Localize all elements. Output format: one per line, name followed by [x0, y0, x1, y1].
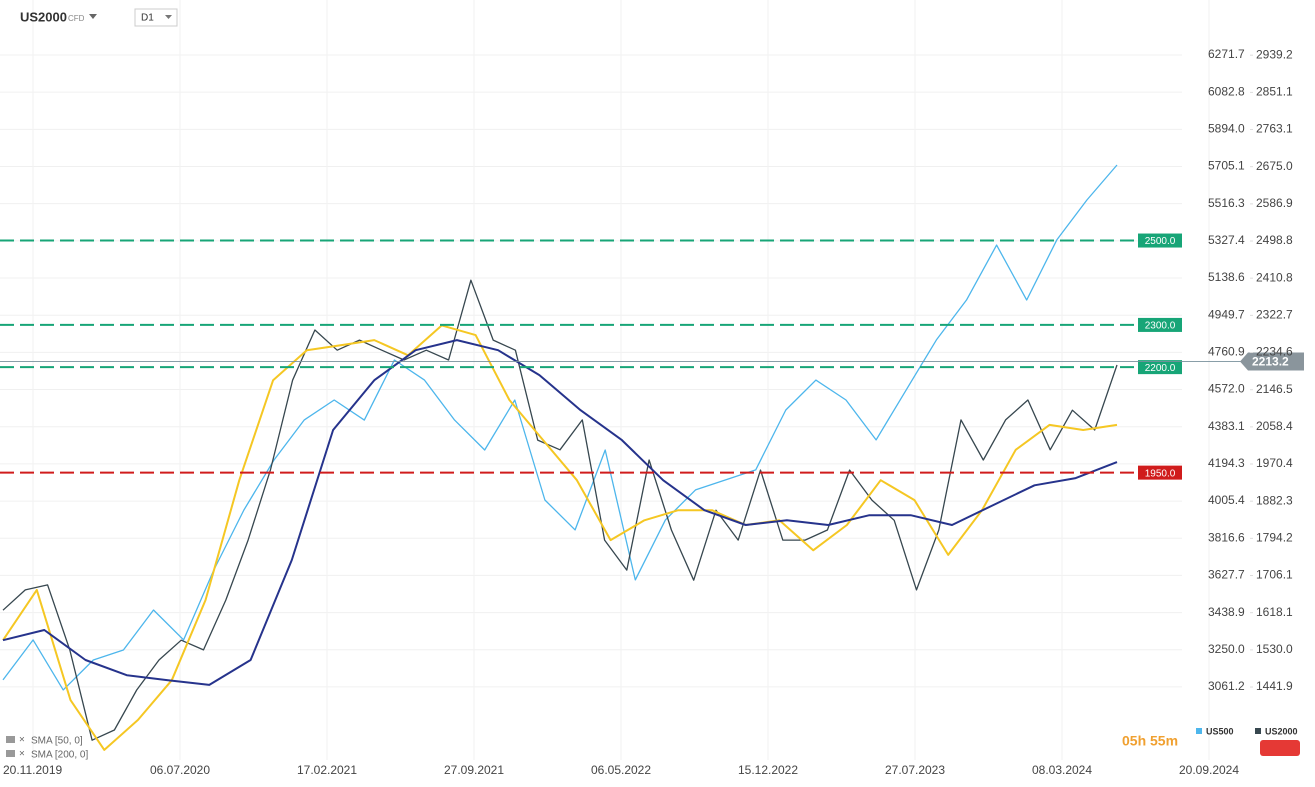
y2-tick-label: 2498.8 [1256, 233, 1293, 247]
timeframe[interactable]: D1 [141, 13, 154, 24]
y2-tick-label: 2146.5 [1256, 382, 1293, 396]
series-line [2, 324, 1118, 751]
y2-tick-label: 2939.2 [1256, 47, 1293, 61]
legend-swatch [1196, 728, 1202, 734]
y-tick-label: 3438.9 [1208, 605, 1245, 619]
y-tick-label: 6082.8 [1208, 84, 1245, 98]
indicator-close[interactable]: × [19, 735, 25, 746]
indicator-close[interactable]: × [19, 749, 25, 760]
y-tick-label: 3250.0 [1208, 642, 1245, 656]
y-tick-label: 4572.0 [1208, 382, 1245, 396]
timeframe-dropdown[interactable] [165, 15, 172, 19]
y-tick-label: 4005.4 [1208, 493, 1245, 507]
y-tick-label: 4383.1 [1208, 419, 1245, 433]
y-tick-label: 4194.3 [1208, 456, 1245, 470]
indicator-icon[interactable] [6, 750, 15, 757]
x-tick-label: 08.03.2024 [1032, 763, 1092, 777]
y2-tick-label: 2851.1 [1256, 85, 1293, 99]
level-tag [1138, 360, 1182, 375]
x-tick-label: 20.09.2024 [1179, 763, 1239, 777]
legend-swatch [1255, 728, 1261, 734]
symbol-type: CFD [68, 14, 85, 23]
level-label: 2300.0 [1145, 321, 1176, 332]
y2-tick-label: 1882.3 [1256, 493, 1293, 507]
y2-tick-label: 1970.4 [1256, 456, 1293, 470]
last-price-tag [1240, 352, 1304, 371]
x-tick-label: 06.05.2022 [591, 763, 651, 777]
legend-label: US2000 [1265, 726, 1298, 736]
level-label: 2200.0 [1145, 363, 1176, 374]
y-tick-label: 5516.3 [1208, 196, 1245, 210]
y-tick-label: 3816.6 [1208, 530, 1245, 544]
y-tick-label: 4760.9 [1208, 345, 1245, 359]
level-label: 1950.0 [1145, 468, 1176, 479]
y-tick-label: 5705.1 [1208, 159, 1245, 173]
y2-tick-label: 1706.1 [1256, 568, 1293, 582]
action-button[interactable] [1260, 740, 1300, 756]
x-tick-label: 20.11.2019 [3, 763, 62, 777]
y2-tick-label: 2322.7 [1256, 308, 1293, 322]
y-tick-label: 3061.2 [1208, 679, 1245, 693]
x-tick-label: 17.02.2021 [297, 763, 357, 777]
indicator-icon[interactable] [6, 736, 15, 743]
y2-tick-label: 1794.2 [1256, 531, 1293, 545]
y2-tick-label: 1530.0 [1256, 642, 1293, 656]
axes: 6271.7 6082.8 5894.0 5705.1 5516.3 5327.4 5138… [3, 47, 1293, 777]
y2-tick-label: 2763.1 [1256, 122, 1293, 136]
level-tag [1138, 233, 1182, 248]
y2-tick-label: 2058.4 [1256, 419, 1293, 433]
level-tag [1138, 317, 1182, 332]
y2-tick-label: 2586.9 [1256, 196, 1293, 210]
series-line [2, 279, 1118, 741]
legend-label: US500 [1206, 726, 1234, 736]
series-line [2, 339, 1118, 686]
y2-tick-label: 1618.1 [1256, 605, 1293, 619]
last-price-label: 2213.2 [1252, 355, 1289, 369]
timeframe-box[interactable] [134, 8, 178, 27]
y2-tick-label: 2410.8 [1256, 270, 1293, 284]
series-line [2, 164, 1118, 691]
y2-tick-label: 1441.9 [1256, 679, 1293, 693]
symbol[interactable]: US2000 [20, 9, 67, 24]
indicator-label: SMA [200, 0] [31, 750, 88, 761]
x-tick-label: 06.07.2020 [150, 763, 210, 777]
symbol-dropdown[interactable] [89, 14, 97, 19]
grid [0, 0, 1210, 760]
x-tick-label: 27.07.2023 [885, 763, 945, 777]
y-tick-label: 6271.7 [1208, 47, 1245, 61]
level-label: 2500.0 [1145, 236, 1176, 247]
indicator-label: SMA [50, 0] [31, 736, 83, 747]
y-tick-label: 4949.7 [1208, 307, 1245, 321]
level-tag [1138, 465, 1182, 480]
y-tick-label: 3627.7 [1208, 568, 1245, 582]
x-tick-label: 27.09.2021 [444, 763, 504, 777]
countdown: 05h 55m [1122, 733, 1178, 749]
y-tick-label: 5894.0 [1208, 121, 1245, 135]
y2-tick-label: 2675.0 [1256, 159, 1293, 173]
y2-tick-label: 2234.6 [1256, 345, 1293, 359]
levels: 2500.0 2300.0 2200.0 1950.0 2213.2 [0, 233, 1304, 480]
y-tick-label: 5138.6 [1208, 270, 1245, 284]
series-area [2, 164, 1118, 751]
x-tick-label: 15.12.2022 [738, 763, 798, 777]
y-tick-label: 5327.4 [1208, 233, 1245, 247]
